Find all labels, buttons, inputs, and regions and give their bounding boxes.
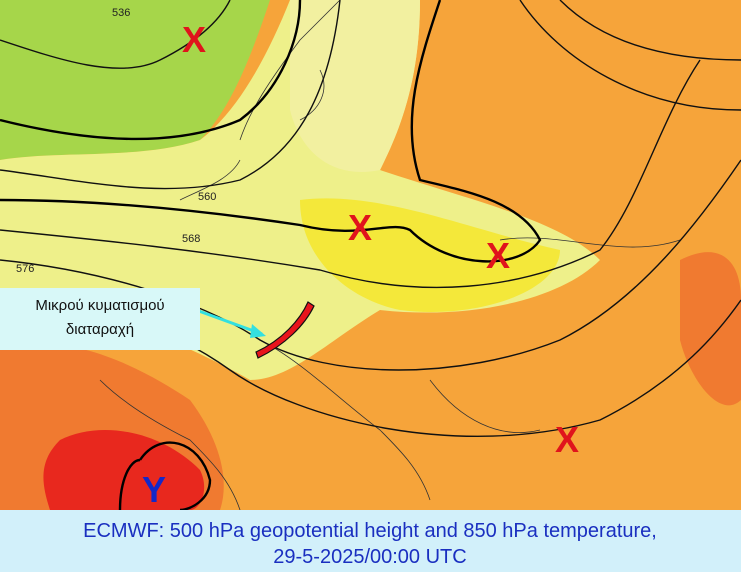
caption-line: ECMWF: 500 hPa geopotential height and 8…	[83, 520, 657, 542]
field-cool2	[290, 0, 420, 172]
contour	[0, 59, 701, 289]
field-very-hot	[43, 430, 205, 510]
high-center: X	[486, 235, 510, 276]
arrow	[195, 308, 263, 336]
contour	[0, 0, 542, 263]
high-center: X	[182, 19, 206, 60]
contour	[519, 0, 741, 111]
arrow-head	[250, 324, 266, 338]
field-hot-east	[680, 252, 741, 406]
high-center: X	[555, 419, 579, 460]
low-center: Y	[142, 469, 166, 510]
contour-label: 576	[16, 263, 34, 275]
caption-bar	[0, 510, 741, 572]
contour-label: 536	[112, 7, 130, 19]
contour	[0, 0, 341, 190]
trough-marker	[255, 301, 315, 359]
annotation-box	[0, 288, 200, 350]
annotation-text: διαταραχή	[66, 321, 134, 338]
annotation-text: Μικρού κυματισμού	[35, 297, 164, 314]
high-center: X	[348, 207, 372, 248]
contour	[0, 0, 231, 69]
contour	[0, 0, 302, 141]
caption-line: 29-5-2025/00:00 UTC	[273, 546, 466, 568]
field-cold	[0, 0, 270, 160]
contour	[118, 441, 212, 512]
contour-label: 568	[182, 233, 200, 245]
contour-label: 560	[198, 191, 216, 203]
